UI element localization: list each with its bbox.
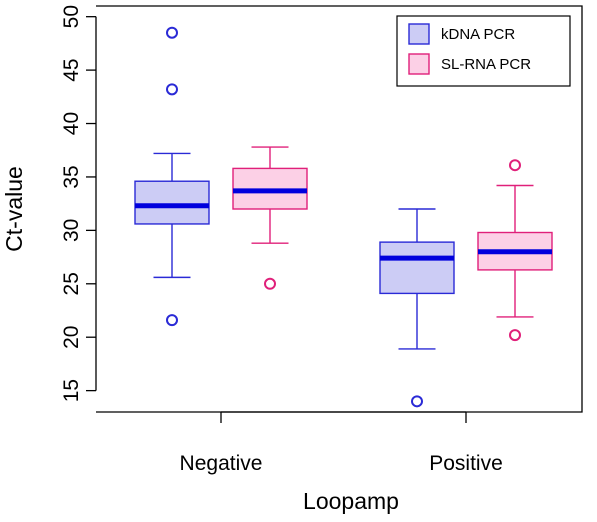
- outlier-point: [411, 395, 423, 408]
- y-tick-label: 20: [60, 326, 83, 349]
- outlier-point: [509, 329, 521, 342]
- legend-label: kDNA PCR: [441, 26, 515, 43]
- outlier-point: [166, 83, 178, 96]
- y-tick-label: 40: [60, 112, 83, 135]
- y-tick-label: 45: [60, 58, 83, 81]
- box-iqr: [379, 241, 455, 295]
- x-tick-label: Negative: [180, 452, 263, 475]
- box-group: [477, 159, 553, 342]
- x-axis: Negative Positive: [180, 411, 503, 475]
- x-axis-title: Loopamp: [303, 488, 399, 514]
- y-tick-label: 50: [60, 5, 83, 28]
- boxes: [134, 26, 553, 408]
- outlier-point: [509, 159, 521, 172]
- y-axis-title: Ct-value: [1, 166, 27, 252]
- plot-frame: [96, 5, 583, 413]
- legend: kDNA PCR SL-RNA PCR: [396, 15, 571, 87]
- box-iqr: [134, 180, 210, 225]
- y-axis: 15 20 25 30 35 40 45 50: [60, 5, 97, 402]
- x-tick-label: Positive: [429, 452, 503, 475]
- y-tick-label: 30: [60, 219, 83, 242]
- outlier-point: [166, 26, 178, 39]
- legend-label: SL-RNA PCR: [441, 56, 531, 73]
- outlier-point: [166, 314, 178, 327]
- y-tick-label: 35: [60, 165, 83, 188]
- legend-swatch: [408, 53, 430, 75]
- box-group: [232, 146, 308, 290]
- y-tick-label: 15: [60, 379, 83, 402]
- box-group: [379, 208, 455, 408]
- legend-swatch: [408, 23, 430, 45]
- y-tick-label: 25: [60, 272, 83, 295]
- box-group: [134, 26, 210, 327]
- outlier-point: [264, 277, 276, 290]
